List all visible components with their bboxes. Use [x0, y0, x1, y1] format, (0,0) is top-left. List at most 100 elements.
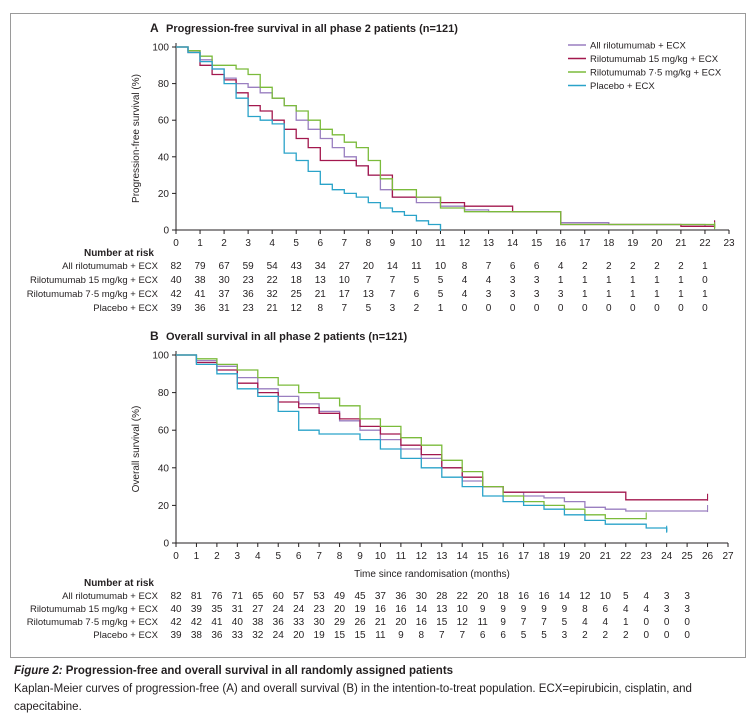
panel-b-x-tick-label: 3	[235, 551, 241, 562]
panel-b-risk-cell: 19	[354, 604, 366, 615]
panel-a-risk-cell: 3	[486, 289, 492, 300]
panel-b-x-tick-label: 21	[600, 551, 612, 562]
panel-a-x-tick-label: 2	[221, 238, 227, 249]
panel-b-risk-cell: 42	[170, 617, 182, 628]
panel-b-risk-cell: 42	[191, 617, 203, 628]
panel-b-risk-cell: 28	[436, 591, 448, 602]
panel-a-risk-cell: 1	[582, 275, 588, 286]
panel-a-risk-cell: 38	[194, 275, 206, 286]
panel-a-risk-cell: 1	[606, 275, 612, 286]
panel-a-x-tick-label: 20	[651, 238, 663, 249]
panel-b-risk-cell: 36	[273, 617, 285, 628]
panel-a-risk-cell: 14	[387, 261, 399, 272]
panel-a-risk-row-label: Placebo + ECX	[93, 303, 158, 314]
panel-b-risk-row-label: Placebo + ECX	[93, 630, 158, 641]
panel-b-risk-cell: 41	[211, 617, 223, 628]
panel-b-x-tick-label: 7	[316, 551, 322, 562]
panel-a-risk-cell: 7	[390, 275, 396, 286]
panel-a-x-tick-label: 6	[317, 238, 323, 249]
panel-a-y-tick-label: 60	[158, 116, 170, 127]
panel-a-risk-cell: 2	[582, 261, 588, 272]
panel-a-risk-cell: 1	[678, 289, 684, 300]
panel-a-risk-cell: 0	[510, 303, 516, 314]
panel-a-risk-cell: 8	[317, 303, 323, 314]
panel-a-risk-cell: 0	[606, 303, 612, 314]
panel-b-risk-cell: 0	[643, 617, 649, 628]
panel-b-risk-cell: 15	[334, 630, 346, 641]
panel-b-risk-cell: 9	[562, 604, 568, 615]
panel-b-x-tick-label: 19	[559, 551, 571, 562]
panel-b-risk-cell: 8	[582, 604, 588, 615]
panel-b-risk-cell: 15	[436, 617, 448, 628]
panel-b-risk-cell: 20	[293, 630, 305, 641]
panel-a-legend-label-r15: Rilotumumab 15 mg/kg + ECX	[590, 54, 719, 65]
survival-figure: A Progression-free survival in all phase …	[27, 21, 735, 641]
panel-b-risk-cell: 3	[664, 604, 670, 615]
panel-b-risk-cell: 15	[354, 630, 366, 641]
panel-a-risk-row-label: Rilotumumab 15 mg/kg + ECX	[30, 275, 159, 286]
panel-a-risk-cell: 22	[267, 275, 279, 286]
panel-b-risk-cell: 0	[664, 617, 670, 628]
panel-b-risk-cell: 5	[623, 591, 629, 602]
panel-b-x-tick-label: 6	[296, 551, 302, 562]
panel-a-risk-cell: 5	[366, 303, 372, 314]
panel-a-y-tick-label: 20	[158, 189, 170, 200]
panel-a-x-tick-label: 5	[293, 238, 299, 249]
panel-a-risk-cell: 1	[558, 275, 564, 286]
panel-a-risk-cell: 2	[678, 261, 684, 272]
panel-b-risk-cell: 9	[500, 617, 506, 628]
panel-b-series-placebo-line	[176, 354, 668, 532]
panel-b-x-tick-label: 14	[457, 551, 469, 562]
panel-b-x-tick-label: 27	[722, 551, 734, 562]
panel-b-risk-cell: 7	[439, 630, 445, 641]
panel-a-risk-cell: 13	[363, 289, 375, 300]
panel-a-risk-cell: 12	[291, 303, 303, 314]
panel-b-risk-cell: 7	[541, 617, 547, 628]
panel-b-x-tick-label: 23	[641, 551, 653, 562]
panel-b-risk-cell: 13	[436, 604, 448, 615]
panel-b-risk-cell: 6	[500, 630, 506, 641]
panel-b-risk-cell: 9	[500, 604, 506, 615]
panel-a-x-tick-label: 1	[197, 238, 203, 249]
panel-b-risk-cell: 10	[600, 591, 612, 602]
panel-b-risk-cell: 60	[273, 591, 285, 602]
panel-a-risk-cell: 3	[390, 303, 396, 314]
panel-b-risk-cell: 4	[582, 617, 588, 628]
panel-b-risk-cell: 12	[579, 591, 591, 602]
panel-b-risk-cell: 31	[232, 604, 244, 615]
panel-b-risk-cell: 22	[457, 591, 469, 602]
panel-a-risk-cell: 6	[510, 261, 516, 272]
panel-b-x-tick-label: 0	[173, 551, 179, 562]
panel-a-risk-cell: 1	[654, 289, 660, 300]
panel-a-x-tick-label: 3	[245, 238, 251, 249]
panel-a-risk-cell: 0	[462, 303, 468, 314]
panel-b-risk-row-label: Rilotumumab 7·5 mg/kg + ECX	[27, 617, 159, 628]
panel-b-risk-cell: 11	[477, 617, 488, 628]
panel-a-risk-cell: 1	[702, 289, 708, 300]
panel-a-risk-cell: 5	[438, 289, 444, 300]
panel-a-risk-cell: 1	[678, 275, 684, 286]
panel-b-risk-cell: 71	[232, 591, 244, 602]
panel-b-letter: B	[150, 329, 159, 343]
panel-b-x-tick-label: 5	[275, 551, 281, 562]
panel-a-risk-cell: 31	[219, 303, 231, 314]
panel-b-risk-cell: 3	[562, 630, 568, 641]
figure-label: Figure 2:	[14, 665, 63, 677]
panel-b-risk-cell: 30	[314, 617, 326, 628]
panel-a-risk-cell: 1	[654, 275, 660, 286]
panel-a-x-tick-label: 21	[675, 238, 687, 249]
panel-b-risk-cell: 33	[232, 630, 244, 641]
panel-a-risk-cell: 32	[267, 289, 279, 300]
panel-b-risk-cell: 0	[643, 630, 649, 641]
panel-b-risk-cell: 35	[211, 604, 223, 615]
panel-a-risk-cell: 0	[702, 303, 708, 314]
panel-a-risk-header: Number at risk	[84, 248, 154, 259]
panel-b-risk-cell: 0	[684, 617, 690, 628]
figure-frame	[10, 13, 746, 658]
panel-b-risk-cell: 9	[521, 604, 527, 615]
panel-a-risk-cell: 8	[462, 261, 468, 272]
panel-b-y-tick-label: 0	[163, 539, 169, 550]
panel-a-risk-cell: 4	[558, 261, 564, 272]
panel-a-risk-cell: 1	[630, 289, 636, 300]
panel-b-risk-cell: 9	[398, 630, 404, 641]
